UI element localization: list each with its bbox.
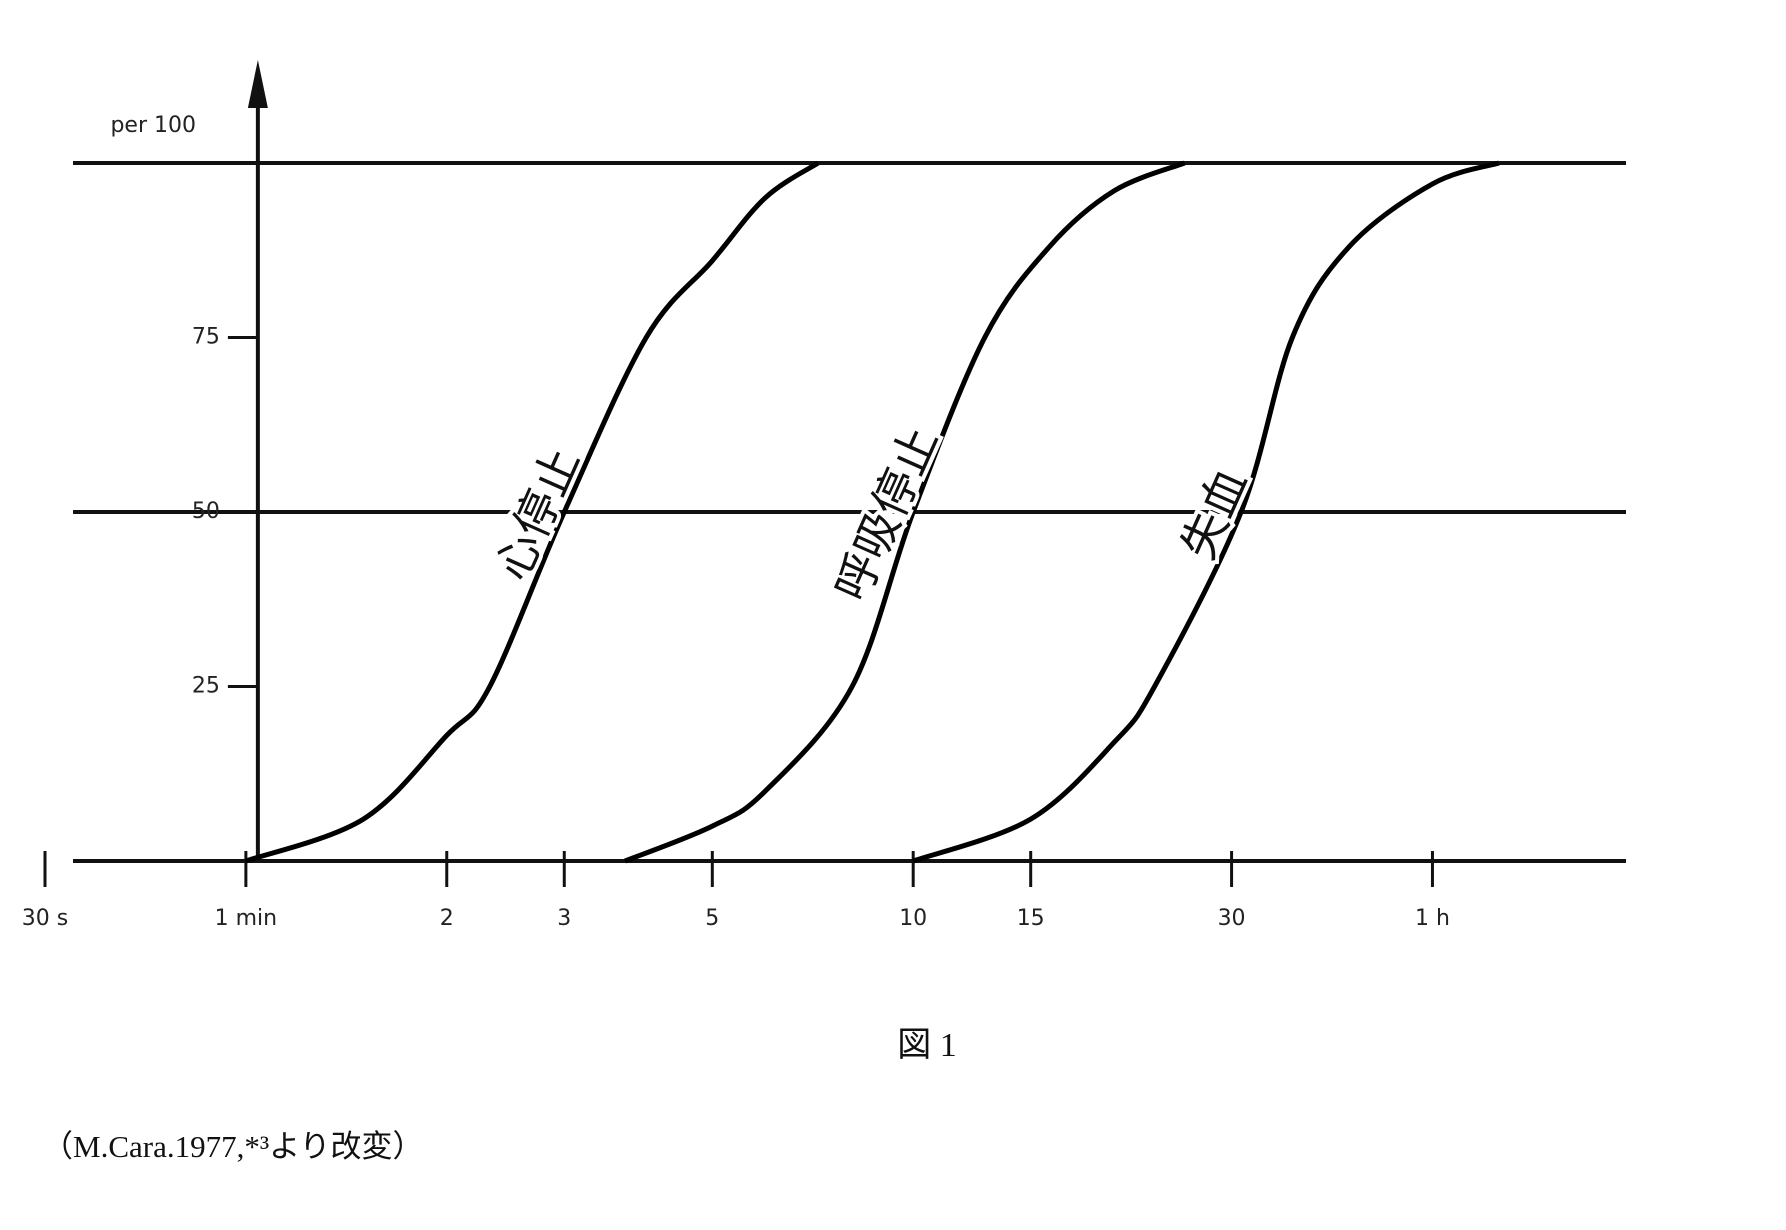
y-axis-label: per 100 xyxy=(110,113,196,138)
x-tick-label: 3 xyxy=(557,906,571,931)
caption: 図 1 xyxy=(897,1027,957,1064)
curve xyxy=(624,160,1186,864)
curve xyxy=(912,160,1500,864)
x-tick-label: 30 xyxy=(1218,906,1246,931)
y-axis-arrow xyxy=(247,60,268,108)
y-tick-label: 75 xyxy=(192,325,220,350)
x-tick-label: 2 xyxy=(440,906,454,931)
y-tick-label: 25 xyxy=(192,674,220,699)
x-tick-label: 10 xyxy=(899,906,927,931)
x-tick-label: 30 s xyxy=(22,906,68,931)
y-tick-label: 50 xyxy=(192,499,220,524)
x-tick-label: 1 h xyxy=(1415,906,1450,931)
x-tick-label: 5 xyxy=(705,906,719,931)
x-tick-label: 15 xyxy=(1017,906,1045,931)
curve xyxy=(245,160,820,864)
x-tick-label: 1 min xyxy=(215,906,277,931)
source-note: （M.Cara.1977,*³より改変） xyxy=(42,1129,424,1164)
